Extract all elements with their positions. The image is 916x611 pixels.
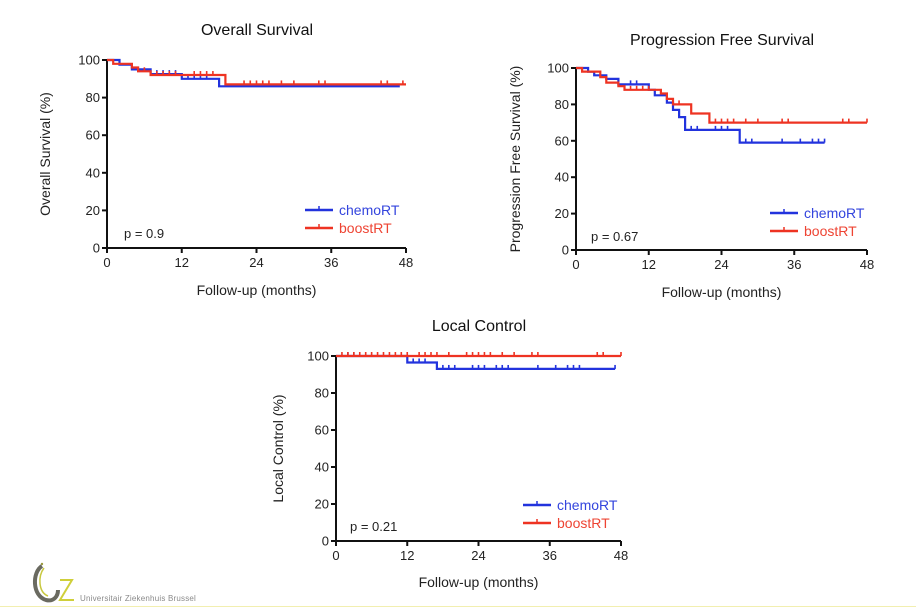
- x-tick-label: 12: [175, 255, 189, 270]
- y-axis-label: Progression Free Survival (%): [507, 66, 523, 253]
- y-tick-label: 80: [315, 386, 329, 401]
- x-tick-label: 0: [332, 548, 339, 563]
- x-tick-label: 0: [103, 255, 110, 270]
- uz-brussel-logo-icon: [33, 562, 74, 603]
- x-axis-label: Follow-up (months): [662, 284, 782, 300]
- y-tick-label: 40: [555, 170, 569, 185]
- x-tick-label: 36: [543, 548, 557, 563]
- y-tick-label: 80: [86, 90, 100, 105]
- legend-label-boostRT: boostRT: [557, 515, 610, 531]
- x-tick-label: 24: [471, 548, 485, 563]
- y-tick-label: 60: [555, 133, 569, 148]
- legend-label-boostRT: boostRT: [339, 220, 392, 236]
- y-axis-label: Overall Survival (%): [37, 92, 53, 216]
- logo-text: Universitair Ziekenhuis Brussel: [80, 594, 197, 603]
- y-tick-label: 0: [322, 534, 329, 549]
- y-tick-label: 100: [78, 53, 100, 68]
- y-tick-label: 60: [86, 128, 100, 143]
- chart-local-control: Local Control 0 20 40 60 80 100 0 12 24 36 48 Follow…: [270, 318, 628, 590]
- p-value-annotation: p = 0.67: [591, 229, 638, 244]
- x-axis-label: Follow-up (months): [197, 282, 317, 298]
- chart-title: Overall Survival: [201, 22, 313, 39]
- x-tick-label: 48: [614, 548, 628, 563]
- x-tick-label: 0: [572, 257, 579, 272]
- x-tick-label: 12: [400, 548, 414, 563]
- legend-label-chemoRT: chemoRT: [557, 497, 618, 513]
- chart-overall-survival: Overall Survival 0 20 40 60 80 100 0 12 24 36 48 Fol…: [37, 22, 413, 298]
- p-value-annotation: p = 0.9: [124, 226, 164, 241]
- x-axis-label: Follow-up (months): [419, 574, 539, 590]
- chart-title: Local Control: [432, 318, 526, 335]
- chart-title: Progression Free Survival: [630, 32, 814, 49]
- legend-label-chemoRT: chemoRT: [339, 202, 400, 218]
- x-tick-label: 12: [642, 257, 656, 272]
- y-axis-label: Local Control (%): [270, 394, 286, 502]
- x-tick-label: 36: [787, 257, 801, 272]
- y-tick-label: 20: [315, 497, 329, 512]
- x-tick-label: 24: [249, 255, 263, 270]
- p-value-annotation: p = 0.21: [350, 519, 397, 534]
- x-tick-label: 48: [860, 257, 874, 272]
- legend-label-chemoRT: chemoRT: [804, 205, 865, 221]
- footer-divider: [0, 606, 916, 607]
- legend-label-boostRT: boostRT: [804, 223, 857, 239]
- series-line-boostRT: [576, 66, 867, 124]
- y-tick-label: 80: [555, 97, 569, 112]
- y-tick-label: 40: [315, 460, 329, 475]
- y-tick-label: 100: [307, 349, 329, 364]
- y-tick-label: 100: [547, 61, 569, 76]
- y-tick-label: 0: [562, 243, 569, 258]
- y-tick-label: 20: [555, 206, 569, 221]
- series-line-boostRT: [107, 58, 406, 86]
- y-tick-label: 60: [315, 423, 329, 438]
- y-tick-label: 20: [86, 203, 100, 218]
- chart-progression-free-survival: Progression Free Survival 0 20 40 60 80 100 0 12…: [507, 32, 874, 300]
- x-tick-label: 24: [714, 257, 728, 272]
- y-tick-label: 0: [93, 241, 100, 256]
- y-tick-label: 40: [86, 165, 100, 180]
- x-tick-label: 36: [324, 255, 338, 270]
- series-line-chemoRT: [576, 66, 825, 144]
- x-tick-label: 48: [399, 255, 413, 270]
